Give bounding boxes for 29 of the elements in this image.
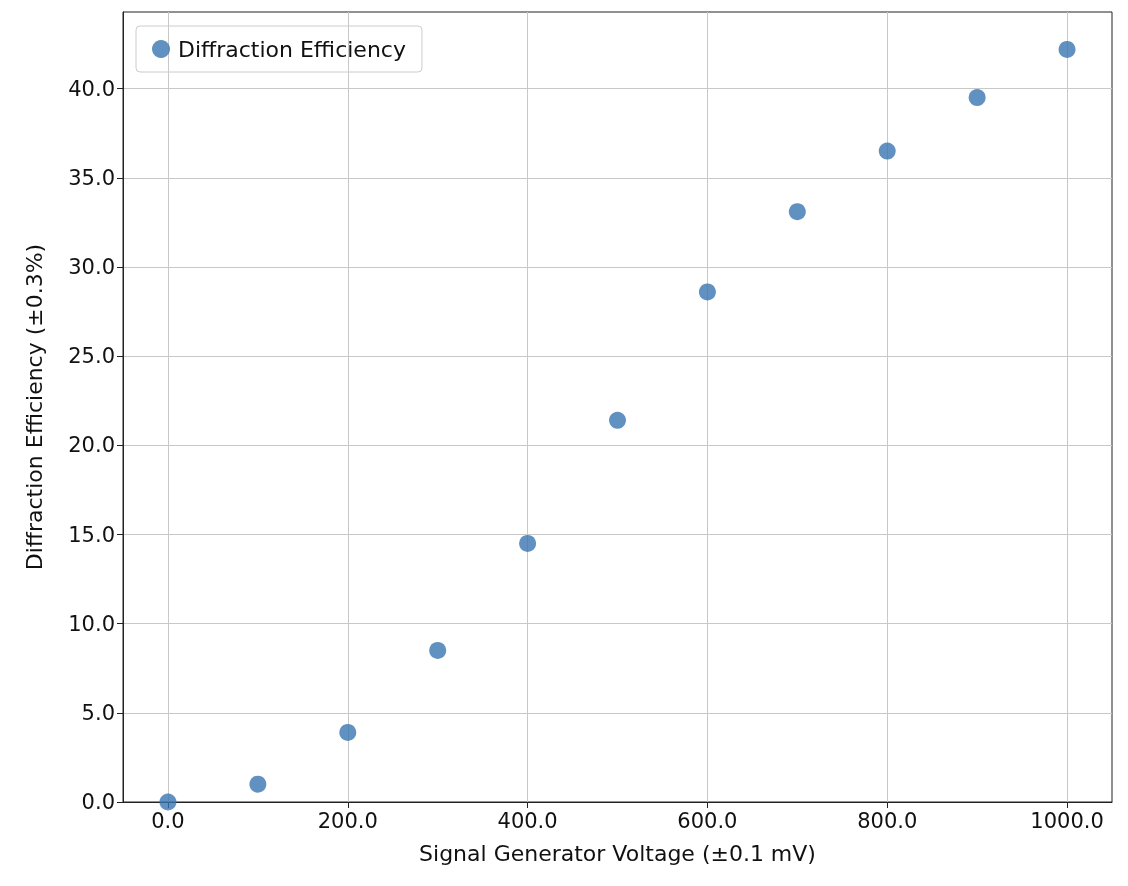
y-tick-label: 40.0 xyxy=(68,76,115,101)
y-tick-label: 5.0 xyxy=(81,700,115,725)
x-tick-label: 1000.0 xyxy=(1030,808,1104,833)
point xyxy=(1058,40,1076,58)
point xyxy=(339,723,357,741)
y-axis-title: Diffraction Efficiency (±0.3%) xyxy=(21,243,47,571)
point xyxy=(519,534,537,552)
legend-label: Diffraction Efficiency xyxy=(178,36,406,62)
point xyxy=(609,411,626,429)
point xyxy=(249,775,267,793)
x-axis-title: Signal Generator Voltage (±0.1 mV) xyxy=(419,840,816,866)
x-tick-label: 200.0 xyxy=(317,808,378,833)
x-tick-label: 600.0 xyxy=(677,808,738,833)
y-tick-label: 0.0 xyxy=(81,790,115,814)
y-tick-label: 30.0 xyxy=(68,255,115,280)
x-tick-label: 0.0 xyxy=(151,808,185,833)
point xyxy=(429,641,447,659)
point xyxy=(788,203,806,221)
y-tick-label: 20.0 xyxy=(68,433,115,458)
point xyxy=(159,793,177,811)
y-tick-label: 25.0 xyxy=(68,344,115,369)
x-tick-label: 400.0 xyxy=(497,808,558,833)
y-tick-label: 35.0 xyxy=(68,165,115,190)
y-tick-label: 15.0 xyxy=(68,522,115,547)
point xyxy=(968,89,986,107)
x-tick-label: 800.0 xyxy=(857,808,918,833)
y-tick-label: 10.0 xyxy=(68,611,115,636)
point xyxy=(698,283,716,301)
point xyxy=(878,142,896,160)
